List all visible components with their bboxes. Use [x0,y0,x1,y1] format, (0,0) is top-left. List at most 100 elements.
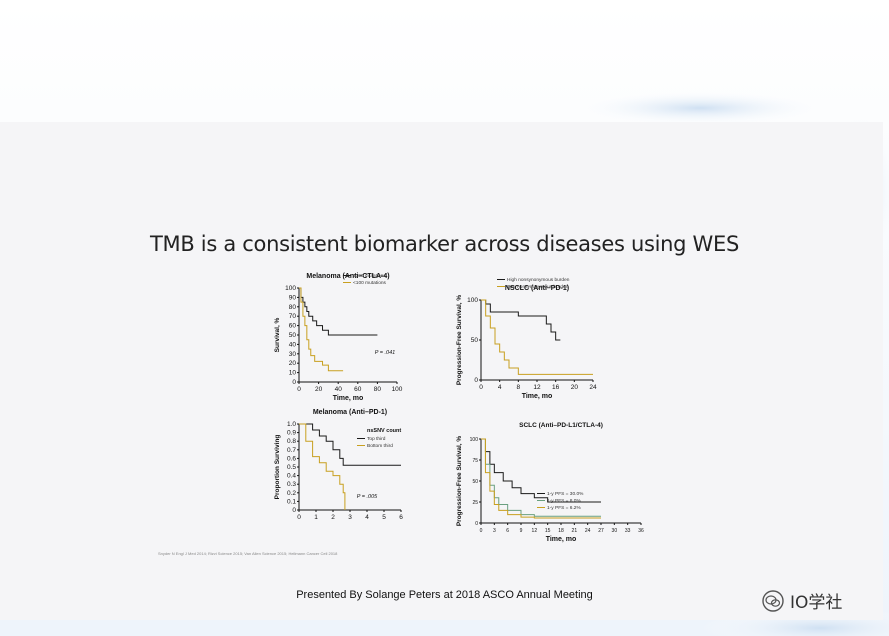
p-value-annotation: P = .041 [375,350,395,356]
km-plot-nsclc-pd1: NSCLC (Anti–PD-1) 0 4 8 12 16 20 24 100 50 0 Time, … [456,277,597,400]
y-tick-label: 0 [475,521,478,527]
x-tick-label: 4 [365,514,369,520]
x-axis-label: Time, mo [333,395,364,402]
x-tick-label: 12 [532,528,538,534]
x-tick-label: 3 [493,528,496,534]
y-tick-label: 80 [289,304,297,311]
y-tick-label: 0.8 [287,438,296,445]
y-tick-label: 0 [474,377,478,384]
x-tick-label: 40 [335,386,343,393]
legend-entry: Low nonsynonymous burden [507,284,569,290]
x-tick-label: 0 [297,386,301,393]
x-tick-label: 30 [612,528,618,534]
y-tick-label: 0 [292,507,296,514]
series-line [299,423,401,466]
x-tick-label: 24 [589,384,597,391]
legend-entry: ≥100 mutations [353,273,386,279]
km-plot-melanoma-ctla4: Melanoma (Anti–CTLA-4)0 20 40 60 80 100100908… [274,273,403,402]
legend-entry: 1-y PFS = 8.0% [547,498,581,504]
y-axis-label: Progression-Free Survival, % [456,295,463,386]
wechat-icon [762,589,784,612]
watermark-text: IO学社 [790,593,843,613]
y-tick-label: 75 [472,458,478,464]
x-tick-label: 6 [399,514,403,520]
y-tick-label: 50 [471,337,479,344]
km-plot-sclc: SCLC (Anti–PD-L1/CTLA-4) 0 3 6 9 12 15 18 21 24 27… [456,422,644,543]
chart-sclc-pdl1-ctla4: SCLC (Anti–PD-L1/CTLA-4) 0 3 6 9 12 15 18 21 24 27… [445,415,645,550]
x-tick-label: 20 [571,384,579,391]
watermark: IO学社 [762,588,842,613]
y-tick-label: 10 [289,370,297,377]
series-line [299,287,344,372]
series-line [299,287,378,336]
y-tick-label: 0.5 [287,464,296,471]
x-tick-label: 1 [314,514,318,520]
chart-nsclc-pd1: NSCLC (Anti–PD-1) 0 4 8 12 16 20 24 100 50 0 Time, … [445,272,605,417]
x-tick-label: 4 [498,384,502,391]
slide-reference: Snyder N Engl J Med 2014; Rizvi Science … [158,551,338,556]
x-tick-label: 60 [354,386,362,393]
x-tick-label: 0 [480,528,483,534]
legend-entry: Bottom third [367,443,393,449]
x-tick-label: 80 [374,386,382,393]
legend-entry: Top third [367,436,386,442]
y-axis-label: Survival, % [274,317,281,352]
legend-entry: 1-y PFS = 6.2% [547,505,581,511]
x-tick-label: 12 [533,384,541,391]
y-tick-label: 100 [467,297,478,304]
x-tick-label: 18 [558,528,564,534]
y-tick-label: 90 [289,294,297,301]
y-tick-label: 0.7 [287,447,296,454]
chart-title: Melanoma (Anti–PD-1) [313,409,387,416]
y-tick-label: 40 [289,341,297,348]
y-tick-label: 0 [292,379,296,386]
x-axis-label: Time, mo [522,393,553,400]
slide-title: TMB is a consistent biomarker across dis… [149,232,740,256]
x-tick-label: 9 [520,528,523,534]
x-tick-label: 27 [598,528,604,534]
km-plot-melanoma-pd1: Melanoma (Anti–PD-1)0 1 2 3 4 5 61.00.90.80.70… [274,409,403,530]
series-line [481,438,601,503]
chart-melanoma-pd1: Melanoma (Anti–PD-1) 0 1 2 3 4 5 6 1.0 0.9 0.8 0.7 0… [265,400,415,530]
x-tick-label: 3 [348,514,352,520]
legend-title: nsSNV count [367,428,401,434]
y-axis-label: Proportion Surviving [274,435,281,500]
x-tick-label: 0 [479,384,483,391]
x-tick-label: 36 [638,528,644,534]
series-line [481,299,593,375]
slide-footer: Presented By Solange Peters at 2018 ASCO… [296,589,593,601]
x-tick-label: 33 [625,528,631,534]
x-tick-label: 0 [297,514,301,520]
y-tick-label: 20 [289,360,297,367]
y-tick-label: 0.3 [287,481,296,488]
chart-title: NSCLC (Anti–PD-1) [505,285,569,292]
x-tick-label: 5 [382,514,386,520]
x-tick-label: 24 [585,528,591,534]
y-tick-label: 50 [289,332,297,339]
chart-melanoma-ctla4: Melanoma (Anti–CTLA-4) 0 20 40 60 80 100 100 90 8… [265,270,415,407]
y-tick-label: 60 [289,323,297,330]
slide-content-area [0,122,883,620]
chart-title: Melanoma (Anti–CTLA-4) [306,273,389,280]
y-tick-label: 1.0 [287,421,296,428]
legend-entry: <100 mutations [353,280,387,286]
series-line [299,423,346,510]
chart-title: SCLC (Anti–PD-L1/CTLA-4) [519,422,603,429]
legend-entry: High nonsynonymous burden [507,277,570,283]
y-tick-label: 70 [289,313,297,320]
y-tick-label: 0.1 [287,498,296,505]
x-axis-label: Time, mo [546,536,577,543]
series-line [481,438,601,519]
y-axis-label: Progression-Free Survival, % [456,436,463,527]
y-tick-label: 100 [285,285,296,292]
y-tick-label: 25 [472,500,478,506]
x-tick-label: 8 [517,384,521,391]
x-tick-label: 16 [552,384,560,391]
y-tick-label: 0.6 [287,455,296,462]
y-tick-label: 0.9 [287,430,296,437]
y-tick-label: 50 [472,479,478,485]
y-tick-label: 100 [470,437,479,443]
x-tick-label: 15 [545,528,551,534]
x-tick-label: 21 [572,528,578,534]
y-tick-label: 30 [289,351,297,358]
